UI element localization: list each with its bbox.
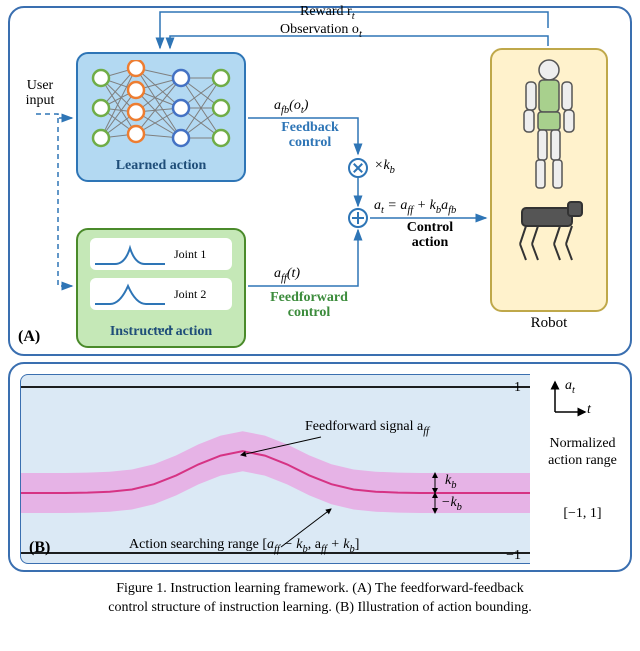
control-action-label: Control action xyxy=(390,220,470,251)
panel-a: (A) User input xyxy=(8,6,632,356)
robot-box: Robot xyxy=(490,48,608,312)
learned-title: Learned action xyxy=(78,158,244,174)
aff-label: aff(t) xyxy=(274,266,300,284)
instructed-action-box: Joint 1 Joint 2 …… Instructed action xyxy=(76,228,246,348)
neural-net-icon xyxy=(81,60,241,156)
joint2-row: Joint 2 xyxy=(90,278,232,310)
user-input-label: User input xyxy=(16,78,64,109)
action-eq-label: at = aff + kbafb xyxy=(374,198,456,216)
t-axis-label: t xyxy=(587,402,591,418)
afb-label: afb(ot) xyxy=(274,98,308,116)
panel-b-label: (B) xyxy=(29,539,50,557)
axes-icon xyxy=(535,376,630,426)
reward-label: Reward rt xyxy=(300,4,355,22)
feedback-ctrl-label: Feedback control xyxy=(268,120,352,151)
instructed-title: Instructed action xyxy=(78,324,244,340)
kb-label: ×kb xyxy=(374,158,395,176)
observation-label: Observation ot xyxy=(280,22,362,40)
humanoid-robot-icon xyxy=(514,56,584,196)
learned-action-box: Learned action xyxy=(76,52,246,182)
figure-caption: Figure 1. Instruction learning framework… xyxy=(12,580,628,618)
kb-annot: kb xyxy=(445,473,456,491)
feedforward-ctrl-label: Feedforward control xyxy=(254,290,364,321)
search-range-label: Action searching range [aff − kb, aff + … xyxy=(129,537,359,555)
panel-b-content: 1 −1 Feedforward signal aff Action searc… xyxy=(20,374,620,560)
norm-range-title: Normalized action range xyxy=(535,436,630,470)
neg-kb-annot: −kb xyxy=(441,495,462,513)
ybot-label: −1 xyxy=(506,548,521,563)
quadruped-robot-icon xyxy=(504,188,594,268)
norm-range-val: [−1, 1] xyxy=(535,506,630,522)
caption-line2: control structure of instruction learnin… xyxy=(108,600,531,615)
caption-line1: Figure 1. Instruction learning framework… xyxy=(116,581,524,596)
joint1-label: Joint 1 xyxy=(174,247,206,262)
multiply-operator xyxy=(348,158,368,178)
robot-label: Robot xyxy=(492,315,606,332)
feedforward-signal-label: Feedforward signal aff xyxy=(305,419,429,437)
panel-b-right-labels: at t Normalized action range [−1, 1] xyxy=(535,374,630,564)
joint2-label: Joint 2 xyxy=(174,287,206,302)
panel-b-chart: 1 −1 Feedforward signal aff Action searc… xyxy=(20,374,530,564)
panel-a-content: User input xyxy=(20,18,620,344)
add-operator xyxy=(348,208,368,228)
joint1-bell-icon xyxy=(90,238,168,270)
ytop-label: 1 xyxy=(514,380,521,395)
joint2-bell-icon xyxy=(90,278,168,310)
joint1-row: Joint 1 xyxy=(90,238,232,270)
at-axis-label: at xyxy=(565,378,575,396)
panel-b: 1 −1 Feedforward signal aff Action searc… xyxy=(8,362,632,572)
panel-b-svg: 1 −1 xyxy=(21,375,530,564)
